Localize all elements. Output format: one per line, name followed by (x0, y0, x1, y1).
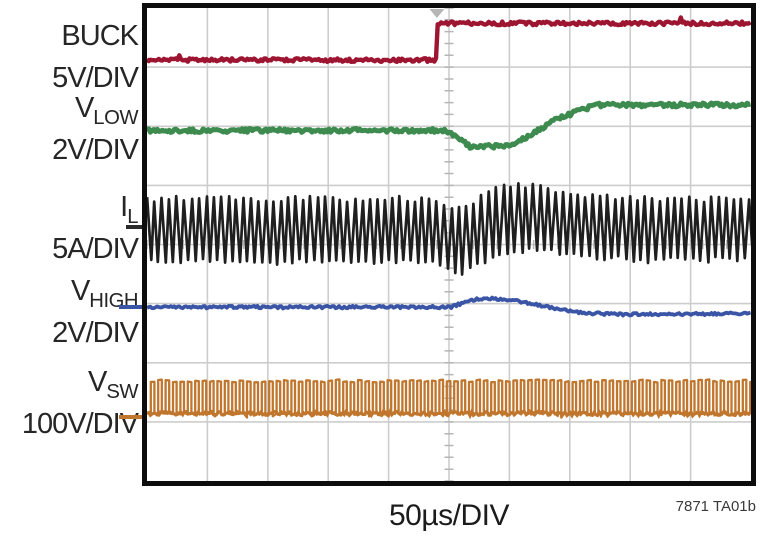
channel-name: VLOW (74, 92, 139, 129)
channel-label-vlow: VLOW 2V/DIV (52, 92, 139, 166)
channel-label-vsw: VSW 100V/DIV (21, 366, 139, 440)
vsw-reference-tick (119, 415, 142, 419)
vhigh-reference-tick (119, 305, 142, 309)
channel-label-vhigh: VHIGH 2V/DIV (52, 275, 139, 349)
trace-vsw (147, 378, 751, 419)
channel-scale: 5V/DIV (52, 61, 139, 94)
trace-vhigh (147, 295, 751, 318)
trace-il (147, 181, 751, 276)
trigger-marker (429, 9, 445, 18)
plot-border (142, 3, 756, 486)
channel-name: IL (120, 191, 138, 228)
channel-scale: 100V/DIV (21, 407, 139, 440)
trace-vlow (147, 100, 751, 151)
channel-scale: 5A/DIV (52, 232, 139, 265)
channel-scale: 2V/DIV (52, 316, 139, 349)
channel-name: BUCK (61, 20, 139, 52)
channel-label-il: IL 5A/DIV (52, 191, 139, 265)
timebase-label: 50µs/DIV (389, 499, 510, 532)
figure-id: 7871 TA01b (675, 498, 756, 515)
trace-buck (147, 15, 751, 64)
il-reference-tick (126, 225, 142, 229)
channel-label-buck: BUCK 5V/DIV (52, 20, 139, 94)
channel-name: VHIGH (70, 275, 139, 312)
channel-scale: 2V/DIV (52, 133, 139, 166)
channel-name: VSW (87, 366, 139, 403)
